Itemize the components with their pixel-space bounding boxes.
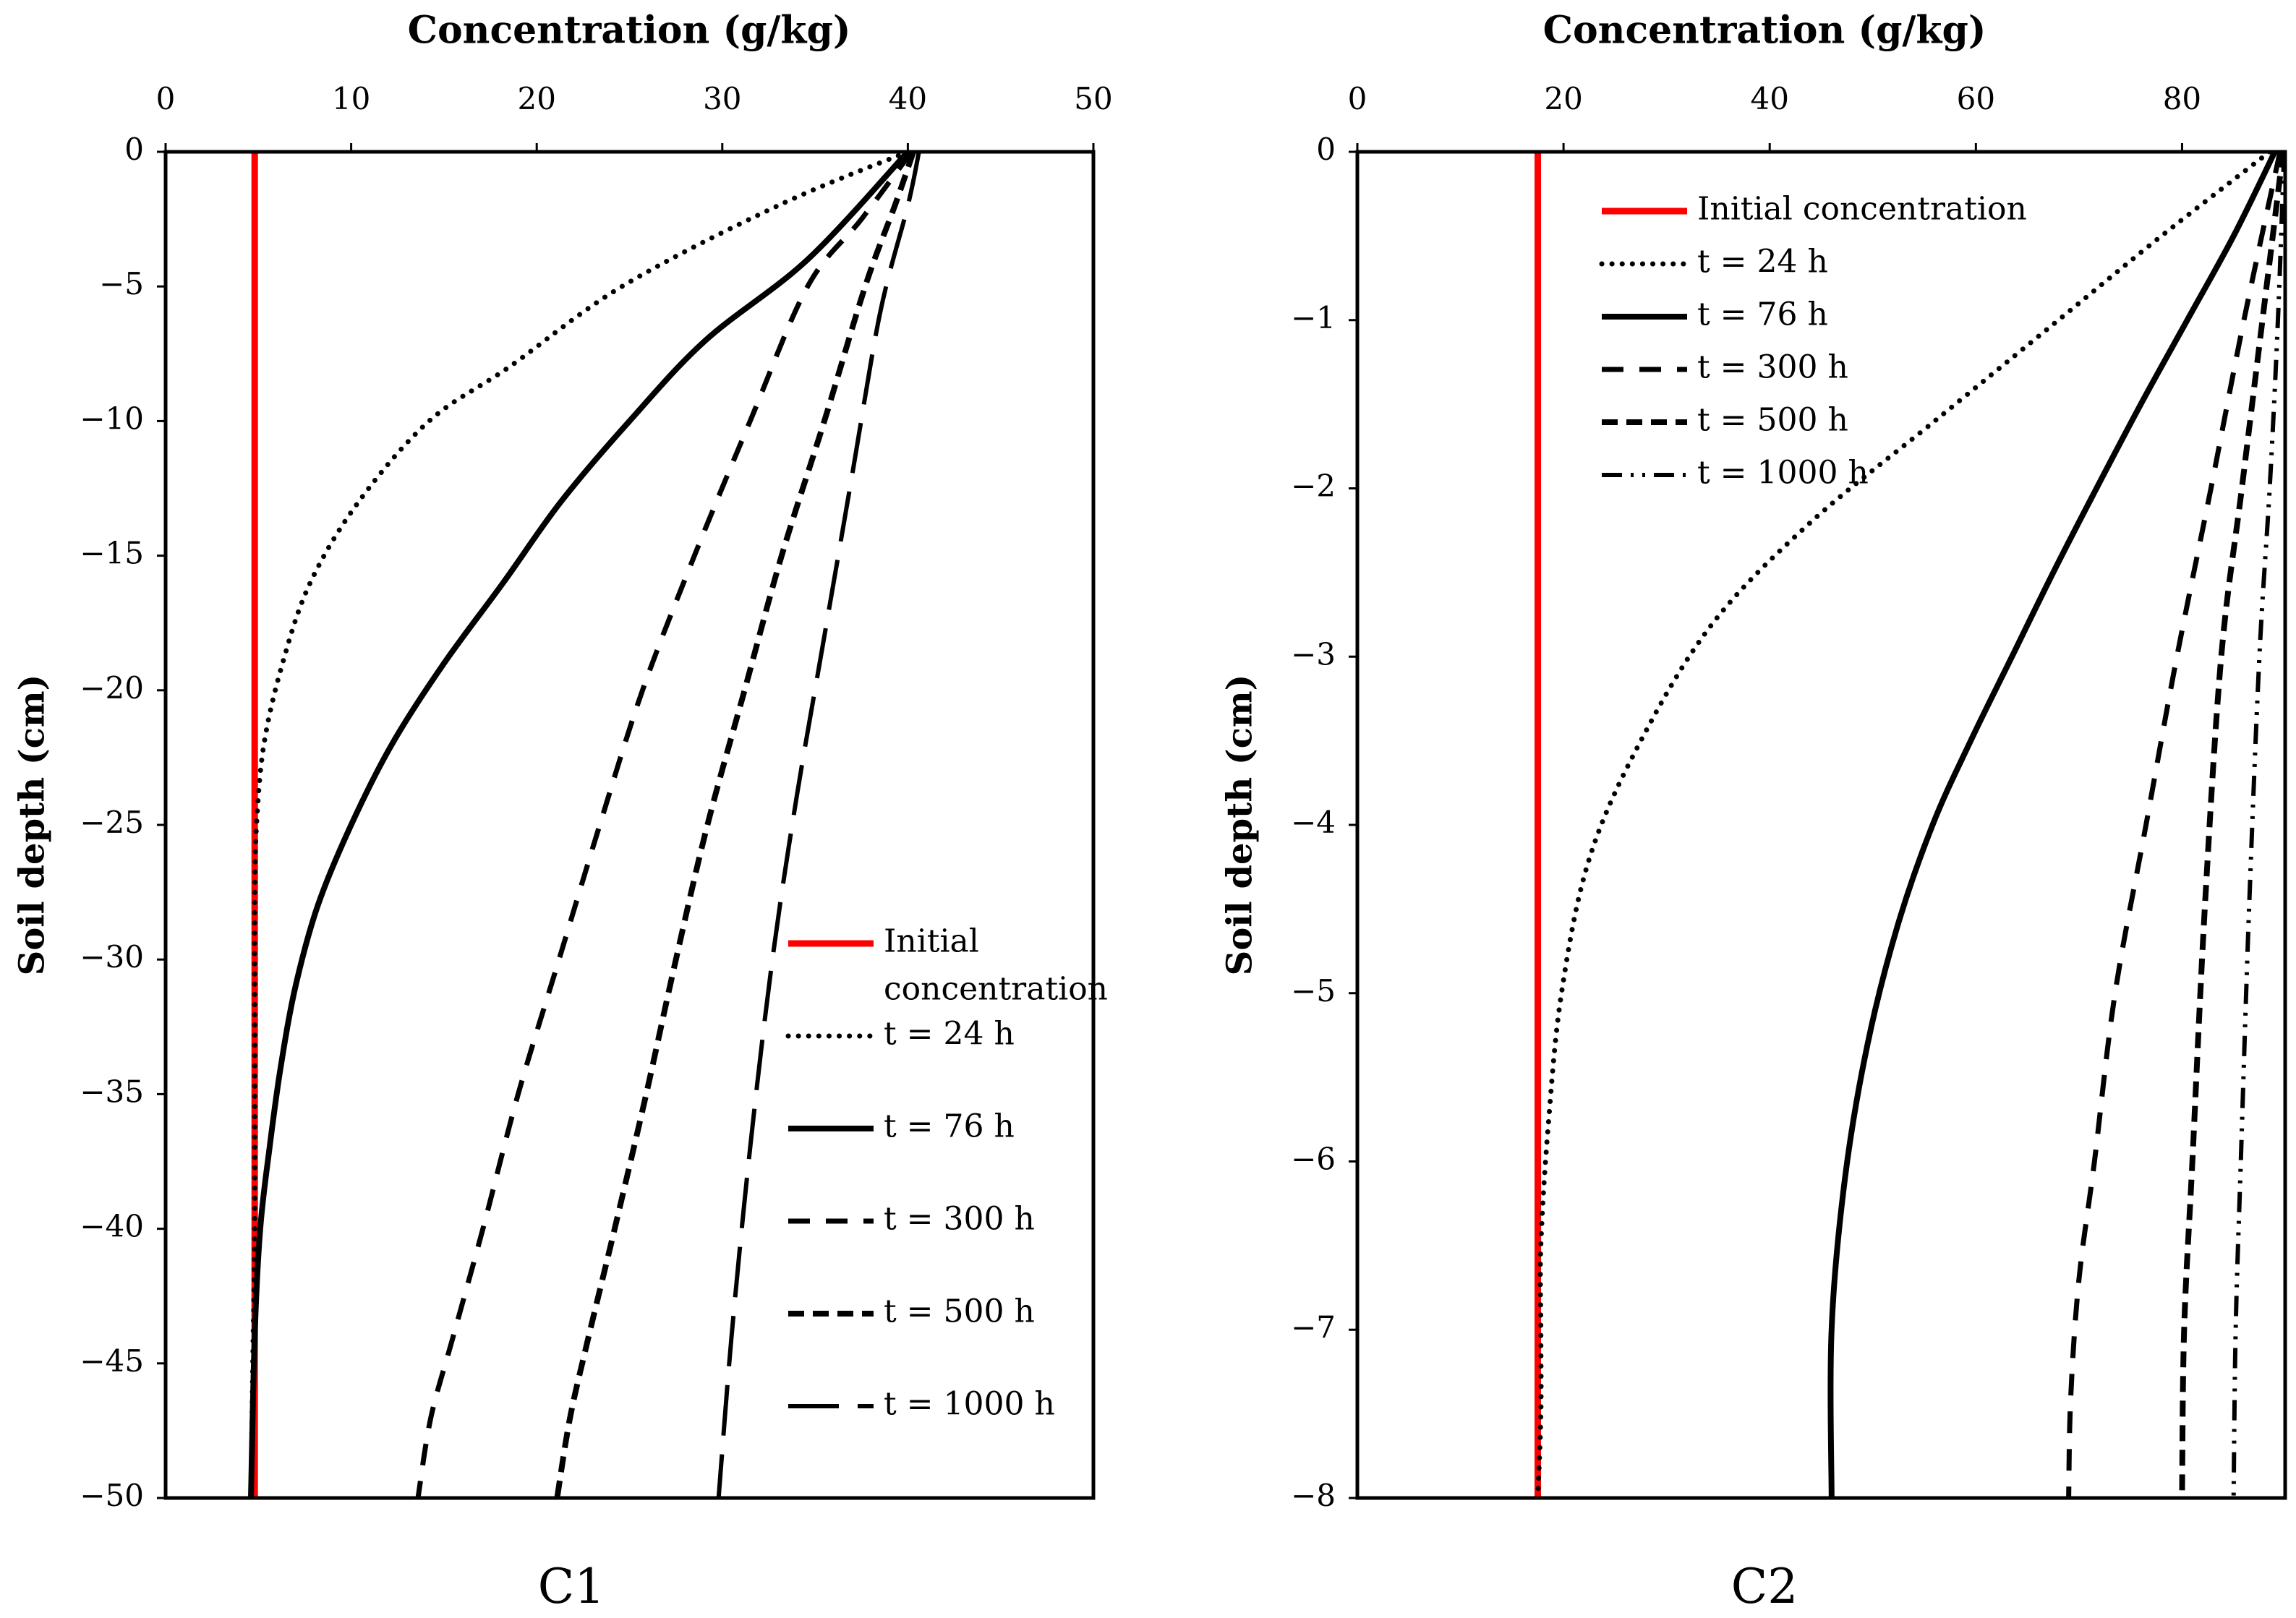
x-axis-title: Concentration (g/kg) <box>1543 9 1986 53</box>
series-line-t-500-h <box>2179 152 2285 1498</box>
plot-frame <box>1355 150 2287 1500</box>
y-tick-label: −35 <box>80 1074 144 1109</box>
y-tick-label: −5 <box>99 266 144 301</box>
series-line-t-300-h <box>415 152 914 1498</box>
y-tick-label: −1 <box>1291 300 1336 335</box>
chart-panel-c2: Concentration (g/kg) Soil depth (cm) 0 20 40… <box>1220 9 2287 1614</box>
series-line-t-500-h <box>554 152 916 1498</box>
x-tick-label: 80 <box>2163 81 2201 116</box>
y-tick-label: −7 <box>1291 1309 1336 1345</box>
series-lines <box>1535 152 2285 1498</box>
legend-item: t = 1000 h <box>1602 455 1869 492</box>
x-tick-label: 40 <box>1750 81 1788 116</box>
series-line-t-76-h <box>1827 152 2278 1498</box>
y-axis-title: Soil depth (cm) <box>1220 675 1260 976</box>
y-tick-label: −2 <box>1291 468 1336 504</box>
y-tick-label: −45 <box>80 1343 144 1379</box>
x-tick-label: 40 <box>889 81 927 116</box>
x-tick-label: 20 <box>1544 81 1582 116</box>
series-line-t-1000-h <box>2231 152 2285 1498</box>
y-axis-title: Soil depth (cm) <box>12 675 53 976</box>
legend-label: t = 1000 h <box>1697 455 1869 492</box>
legend-label: t = 500 h <box>884 1293 1035 1330</box>
legend-item: t = 24 h <box>1599 244 1828 281</box>
y-tick-label: −6 <box>1291 1142 1336 1177</box>
legend-item: t = 500 h <box>788 1293 1035 1330</box>
y-tick-label: −40 <box>80 1209 144 1244</box>
x-tick-label: 10 <box>332 81 370 116</box>
x-tick-label: 30 <box>703 81 741 116</box>
legend-item: t = 300 h <box>788 1201 1035 1238</box>
y-tick-label: 0 <box>1316 132 1336 167</box>
legend-item: t = 76 h <box>1602 296 1828 333</box>
plot-frame <box>163 150 1096 1500</box>
y-tick-label: −15 <box>80 536 144 571</box>
legend-item: t = 24 h <box>785 1016 1015 1053</box>
y-tick-label: −30 <box>80 939 144 975</box>
y-tick-label: −20 <box>80 670 144 706</box>
legend-label: t = 76 h <box>1697 296 1828 333</box>
y-tick-label: −3 <box>1291 636 1336 672</box>
legend: Initial concentration t = 24 h t = 76 h t = … <box>785 923 1108 1423</box>
chart-panel-c1: Concentration (g/kg) Soil depth (cm) 0 10 20… <box>12 9 1113 1615</box>
legend-label: concentration <box>884 971 1108 1008</box>
series-line-t-1000-h <box>716 152 921 1498</box>
series-line-t-300-h <box>2066 152 2283 1498</box>
legend-label: t = 24 h <box>884 1016 1015 1053</box>
x-tick-label: 50 <box>1074 81 1112 116</box>
series-line-t-76-h <box>248 152 910 1498</box>
y-tick-label: −5 <box>1291 973 1336 1009</box>
legend-label: t = 300 h <box>1697 349 1848 386</box>
y-tick-label: −8 <box>1291 1478 1336 1513</box>
legend-label: t = 1000 h <box>884 1386 1055 1423</box>
legend-label: Initial concentration <box>1697 191 2027 228</box>
legend-item: Initial concentration <box>1602 191 2027 228</box>
legend-item: t = 76 h <box>788 1108 1015 1145</box>
y-tick-label: −10 <box>80 401 144 436</box>
y-tick-label: −4 <box>1291 805 1336 840</box>
x-axis-title: Concentration (g/kg) <box>408 9 851 53</box>
x-tick-label: 0 <box>1348 81 1367 116</box>
series-line-t-24-h <box>1535 152 2273 1498</box>
x-tick-label: 60 <box>1957 81 1995 116</box>
legend: Initial concentration t = 24 h t = 76 h t =… <box>1599 191 2027 492</box>
legend-label: t = 300 h <box>884 1201 1035 1238</box>
x-tick-label: 20 <box>517 81 555 116</box>
legend-item: t = 500 h <box>1602 402 1848 439</box>
legend-item: Initial concentration <box>788 923 1108 1008</box>
legend-item: t = 300 h <box>1602 349 1848 386</box>
panel-label: C2 <box>1731 1559 1798 1614</box>
legend-label: t = 24 h <box>1697 244 1828 281</box>
legend-label: t = 76 h <box>884 1108 1015 1145</box>
series-line-t-24-h <box>248 152 910 1498</box>
y-tick-label: −25 <box>80 805 144 840</box>
y-tick-label: −50 <box>80 1478 144 1513</box>
x-tick-label: 0 <box>156 81 176 116</box>
panel-label: C1 <box>538 1559 605 1614</box>
legend-label: Initial <box>884 923 979 960</box>
legend-item: t = 1000 h <box>788 1386 1055 1423</box>
legend-label: t = 500 h <box>1697 402 1848 439</box>
y-tick-label: 0 <box>124 132 144 167</box>
series-lines <box>248 152 921 1498</box>
